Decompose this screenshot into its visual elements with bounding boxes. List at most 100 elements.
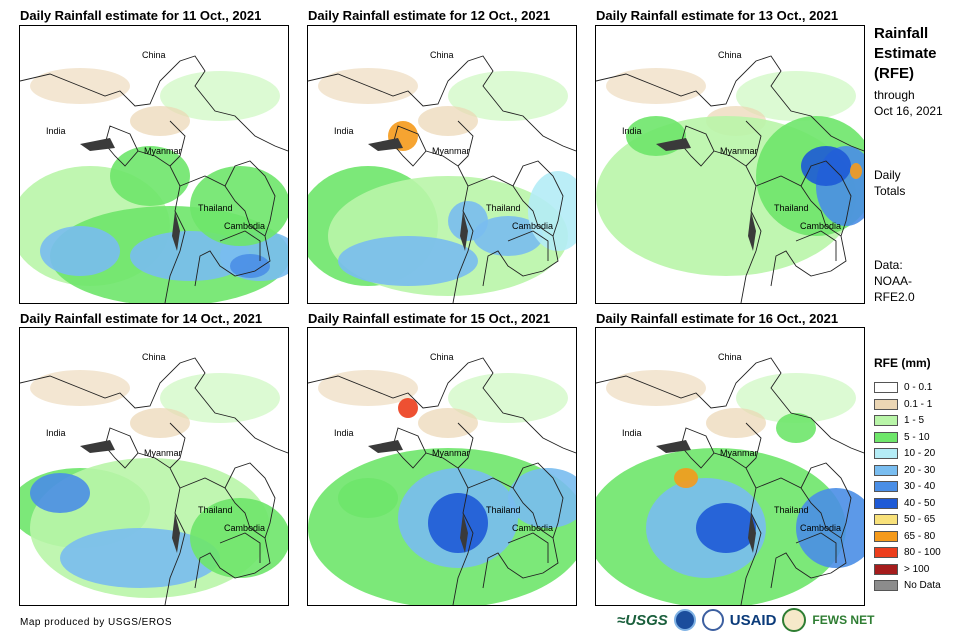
noaa-logo-icon <box>673 609 696 631</box>
sidebar-date: Oct 16, 2021 <box>874 104 943 118</box>
legend-item: > 100 <box>874 563 929 576</box>
coastline <box>656 138 756 251</box>
map-canvas <box>596 328 864 605</box>
rain-patch <box>776 413 816 443</box>
legend-label: 65 - 80 <box>904 530 936 542</box>
rain-patch <box>850 163 862 179</box>
country-borders <box>308 55 576 303</box>
rain-patch <box>110 146 190 206</box>
rainfall-map-oct-12: China India Myanmar Thailand Cambodia <box>307 25 577 304</box>
legend-swatch <box>874 497 898 509</box>
legend-swatch <box>874 431 898 443</box>
sidebar-through: through <box>874 88 915 102</box>
panel-title-4: Daily Rainfall estimate for 14 Oct., 202… <box>20 311 263 326</box>
label-thailand: Thailand <box>774 203 809 213</box>
label-china: China <box>430 50 454 60</box>
fews-net-emblem-icon <box>782 608 807 632</box>
rain-patch <box>40 226 120 276</box>
legend-label: 30 - 40 <box>904 481 936 492</box>
map-canvas <box>20 26 288 303</box>
legend-swatch <box>874 415 898 426</box>
rainfall-layer <box>596 413 864 605</box>
map-canvas <box>308 26 576 303</box>
usgs-logo: ≈USGS <box>617 611 668 629</box>
label-thailand: Thailand <box>486 203 521 213</box>
panel-title-6: Daily Rainfall estimate for 16 Oct., 202… <box>596 311 839 326</box>
rain-patch <box>626 116 686 156</box>
legend-item: 40 - 50 <box>874 497 935 510</box>
label-cambodia: Cambodia <box>224 523 266 533</box>
rainfall-layer <box>20 458 288 598</box>
rainfall-map-oct-13: China India Myanmar Thailand Cambodia <box>595 25 865 304</box>
label-india: India <box>46 428 66 438</box>
state-dept-seal-icon <box>701 609 724 631</box>
sidebar-title: Rainfall Estimate (RFE) <box>874 25 937 82</box>
sidebar-data-source1: NOAA- <box>874 274 913 288</box>
legend-swatch <box>874 481 898 492</box>
label-china: China <box>718 352 742 362</box>
panel-title-1: Daily Rainfall estimate for 11 Oct., 202… <box>20 8 262 23</box>
rain-patch <box>696 503 756 553</box>
legend-item: 80 - 100 <box>874 546 941 559</box>
map-canvas <box>308 328 576 605</box>
label-myanmar: Myanmar <box>144 146 182 156</box>
legend-label: 40 - 50 <box>904 497 936 509</box>
legend-swatch <box>874 514 898 525</box>
label-china: China <box>430 352 454 362</box>
rainfall-map-oct-14: China India Myanmar Thailand Cambodia <box>19 327 289 606</box>
rain-patch <box>130 231 250 281</box>
rain-patch <box>674 468 698 488</box>
legend-swatch <box>874 382 898 393</box>
legend-swatch <box>874 563 898 575</box>
rain-patch <box>473 216 543 256</box>
rain-patch <box>801 146 851 186</box>
legend-swatch <box>874 580 898 591</box>
label-china: China <box>142 352 166 362</box>
map-canvas <box>20 328 288 605</box>
legend-item: No Data <box>874 579 941 592</box>
rainfall-map-oct-11: China India Myanmar Thailand Cambodia <box>19 25 289 304</box>
coastline <box>80 440 180 553</box>
coastline <box>368 440 468 553</box>
panel-title-5: Daily Rainfall estimate for 15 Oct., 202… <box>308 311 551 326</box>
legend-swatch <box>874 398 898 410</box>
label-myanmar: Myanmar <box>432 146 470 156</box>
legend-label: > 100 <box>904 563 930 575</box>
legend-label: 0.1 - 1 <box>904 398 933 410</box>
rain-patch <box>508 468 576 528</box>
label-thailand: Thailand <box>198 505 233 515</box>
legend-label: 5 - 10 <box>904 431 930 443</box>
sidebar-data-source2: RFE2.0 <box>874 290 915 304</box>
coastline <box>656 440 756 553</box>
legend-swatch <box>874 547 898 558</box>
legend-item: 50 - 65 <box>874 513 935 526</box>
sidebar-totals: Totals <box>874 184 906 198</box>
legend-title: RFE (mm) <box>874 356 931 370</box>
legend-item: 0 - 0.1 <box>874 381 932 394</box>
label-cambodia: Cambodia <box>800 523 842 533</box>
rainfall-layer <box>308 398 576 605</box>
label-myanmar: Myanmar <box>432 448 470 458</box>
rain-patch <box>428 493 488 553</box>
rain-patch <box>338 236 478 286</box>
rain-patch <box>60 528 220 588</box>
label-cambodia: Cambodia <box>800 221 842 231</box>
dry-scatter <box>318 68 568 136</box>
rainfall-map-oct-15: China India Myanmar Thailand Cambodia <box>307 327 577 606</box>
label-thailand: Thailand <box>486 505 521 515</box>
sidebar-daily: Daily <box>874 168 901 182</box>
label-myanmar: Myanmar <box>720 448 758 458</box>
label-thailand: Thailand <box>774 505 809 515</box>
dry-scatter <box>30 370 280 438</box>
country-borders <box>20 357 288 605</box>
usaid-logo: USAID <box>729 611 777 629</box>
country-borders <box>596 55 864 303</box>
legend-label: 0 - 0.1 <box>904 382 933 393</box>
legend-swatch <box>874 464 898 476</box>
label-cambodia: Cambodia <box>512 221 554 231</box>
legend-item: 20 - 30 <box>874 464 935 477</box>
legend-label: No Data <box>904 580 941 591</box>
logo-strip: ≈USGS USAID FEWS NET <box>617 606 874 634</box>
label-india: India <box>334 126 354 136</box>
legend-label: 1 - 5 <box>904 415 925 426</box>
